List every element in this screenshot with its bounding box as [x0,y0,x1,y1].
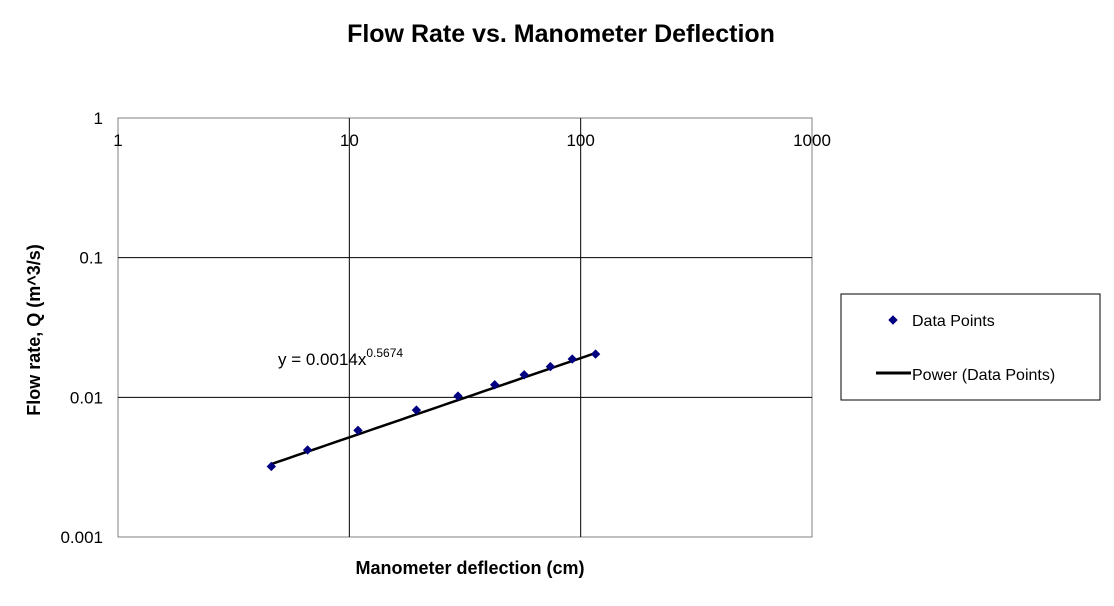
data-point [353,425,363,436]
data-point [302,445,313,455]
legend-diamond-marker [888,315,898,325]
power-trendline [270,351,596,466]
trendline [270,351,596,466]
data-point [453,391,463,401]
legend: Data Points Power (Data Points) [840,293,1101,401]
x-tick-label: 1 [113,131,122,150]
legend-label-power: Power (Data Points) [912,367,1055,384]
data-point [489,380,500,390]
plot-area: 1 10 100 1000 1 0.1 0.01 0.001 [60,109,830,547]
data-point [519,370,529,380]
legend-box [840,293,1101,401]
y-tick-labels: 1 0.1 0.01 0.001 [60,109,103,547]
equation-base: y = 0.0014x [278,350,367,369]
y-tick-label: 0.1 [79,249,103,268]
equation-exponent: 0.5674 [366,346,403,360]
x-tick-label: 100 [566,131,594,150]
plot-frame [117,117,813,538]
x-tick-labels: 1 10 100 1000 [113,131,831,150]
y-tick-label: 1 [94,109,103,128]
data-point [590,349,601,359]
data-point [567,354,577,364]
data-point [266,461,277,472]
trendline-equation: y = 0.0014x0.5674 [278,346,403,369]
x-tick-label: 1000 [793,131,831,150]
y-axis-title: Flow rate, Q (m^3/s) [24,244,44,416]
chart-title: Flow Rate vs. Manometer Deflection [347,20,775,48]
x-axis-title: Manometer deflection (cm) [355,558,584,578]
y-tick-label: 0.001 [60,528,103,547]
legend-label-data-points: Data Points [912,313,995,330]
x-tick-label: 10 [340,131,359,150]
data-point [411,405,422,415]
data-points [266,349,601,472]
data-point [545,361,556,372]
y-tick-label: 0.01 [70,388,103,407]
